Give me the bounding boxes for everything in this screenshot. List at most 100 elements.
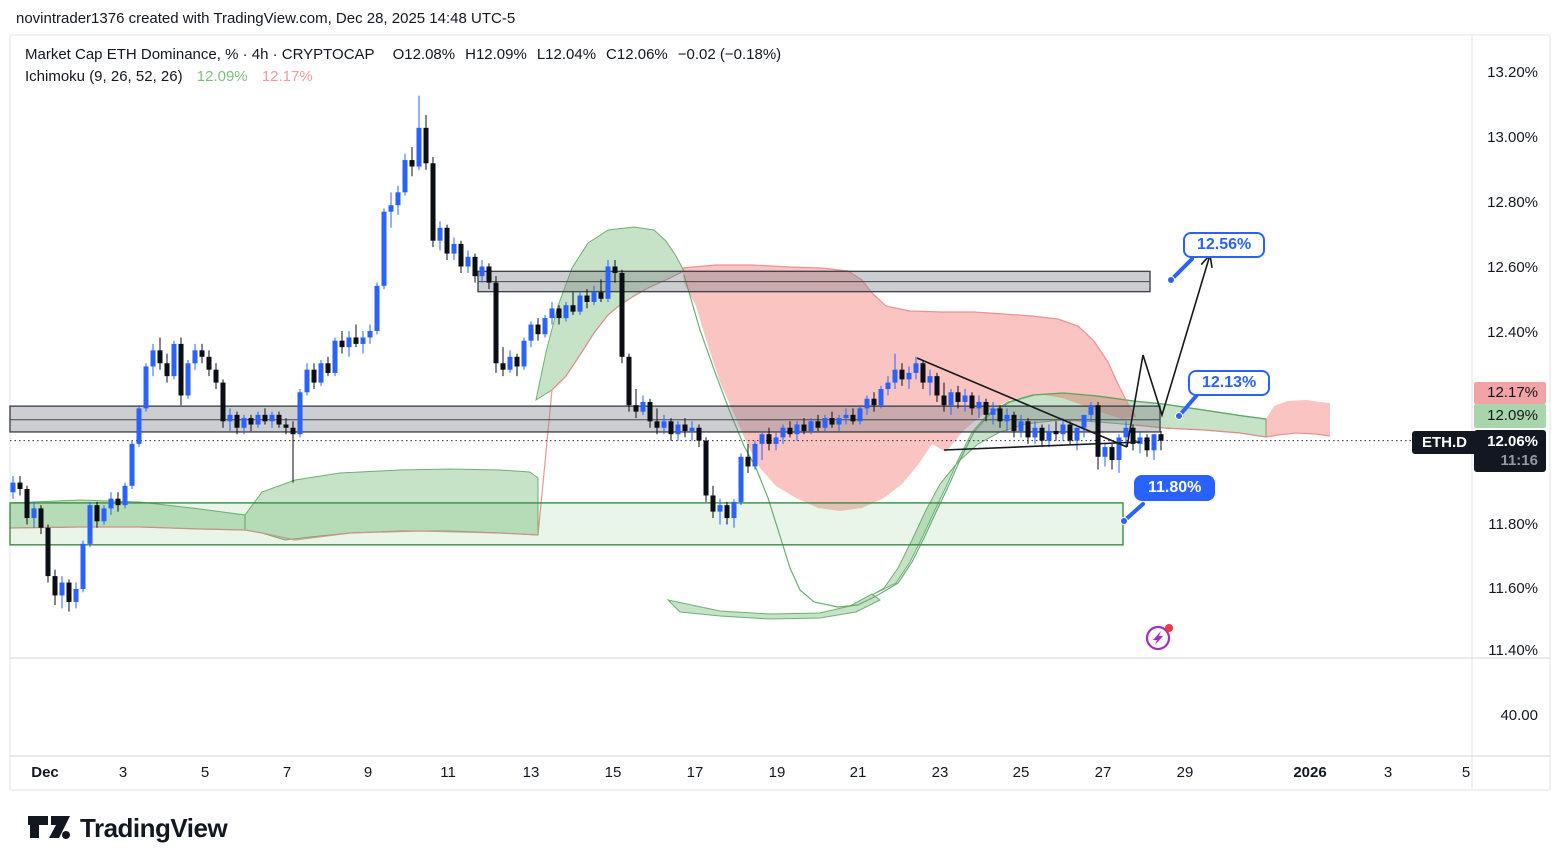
time-axis-label[interactable]: 2026 <box>1293 764 1327 781</box>
projection-path[interactable] <box>1126 254 1211 448</box>
candle-body <box>1004 414 1010 422</box>
candle-body <box>710 495 716 512</box>
time-axis-label[interactable]: 5 <box>200 764 210 781</box>
candle-body <box>1018 421 1024 431</box>
price-axis-label[interactable]: 12.80% <box>1487 194 1538 211</box>
candle-body <box>332 340 338 373</box>
senkou-b-line <box>537 270 685 536</box>
candle-body <box>157 350 163 364</box>
candle-body <box>885 382 891 390</box>
price-callout[interactable]: 12.13% <box>1188 370 1271 396</box>
time-axis-label[interactable]: 15 <box>604 764 622 781</box>
last-price-value: 12.06% <box>1487 433 1538 450</box>
time-axis-label[interactable]: 7 <box>282 764 292 781</box>
candle-body <box>24 489 30 519</box>
snapshot-credit: novintrader1376 created with TradingView… <box>16 10 516 27</box>
ohlc-value: H12.09% <box>465 46 527 63</box>
time-axis-label[interactable]: 17 <box>686 764 704 781</box>
lightning-bolt-icon <box>1153 631 1163 645</box>
price-axis-label[interactable]: 11.80% <box>1488 516 1538 533</box>
trendline[interactable] <box>943 441 1141 451</box>
candle-body <box>164 363 170 377</box>
candle-body <box>458 243 464 267</box>
price-axis-label[interactable]: 11.40% <box>1488 642 1538 659</box>
demand-zone[interactable] <box>9 502 1124 546</box>
candle-body <box>150 350 156 367</box>
time-axis-label[interactable]: 29 <box>1176 764 1194 781</box>
candle-body <box>969 395 975 409</box>
candle-body <box>206 356 212 370</box>
time-axis-label[interactable]: 5 <box>1461 764 1471 781</box>
time-axis-label[interactable]: 3 <box>1383 764 1393 781</box>
legend-symbol-row[interactable]: Market Cap ETH Dominance, % · 4h · CRYPT… <box>25 46 801 63</box>
price-axis-label[interactable]: 13.20% <box>1487 64 1538 81</box>
price-axis-label[interactable]: 40.00 <box>1500 707 1538 724</box>
candle-body <box>948 392 954 406</box>
price-axis-label[interactable]: 12.60% <box>1487 259 1538 276</box>
tradingview-logo[interactable]: TradingView <box>26 812 228 844</box>
candle-body <box>31 508 37 519</box>
candle-body <box>822 418 828 428</box>
price-callout[interactable]: 11.80% <box>1134 475 1216 501</box>
price-callout[interactable]: 12.56% <box>1183 232 1266 258</box>
ohlc-value: L12.04% <box>536 46 597 63</box>
candle-body <box>353 337 359 344</box>
candle-body <box>1067 424 1073 441</box>
time-axis-label[interactable]: 25 <box>1012 764 1030 781</box>
candle-body <box>304 369 310 393</box>
candle-body <box>1151 434 1157 451</box>
legend-indicator-row[interactable]: Ichimoku (9, 26, 52, 26) 12.09% 12.17% <box>25 68 323 85</box>
candle-body <box>1081 414 1087 428</box>
time-axis-label[interactable]: Dec <box>31 764 59 781</box>
last-price-badge: 12.06% 11:16 <box>1474 430 1546 472</box>
ichimoku-cloud-green <box>666 593 881 620</box>
candle-body <box>1116 437 1122 460</box>
candle-body <box>1102 447 1108 457</box>
candle-body <box>122 485 128 506</box>
supply-zone-lower[interactable] <box>9 405 1161 433</box>
candle-body <box>794 424 800 435</box>
time-axis-label[interactable]: 27 <box>1094 764 1112 781</box>
candle-body <box>283 424 289 428</box>
candle-body <box>178 343 184 396</box>
candle-body <box>486 266 492 283</box>
candle-body <box>577 295 583 312</box>
candle-body <box>542 318 548 335</box>
time-axis-label[interactable]: 9 <box>363 764 373 781</box>
candle-body <box>311 369 317 383</box>
candle-body <box>878 389 884 406</box>
candle-body <box>703 440 709 496</box>
candle-body <box>45 527 51 577</box>
candle-body <box>38 508 44 528</box>
callout-anchor-dot[interactable] <box>1175 412 1183 420</box>
trendline[interactable] <box>916 357 1128 448</box>
callout-anchor-dot[interactable] <box>1120 517 1128 525</box>
candle-body <box>136 408 142 444</box>
price-axis-label[interactable]: 13.00% <box>1487 129 1538 146</box>
price-axis-label[interactable]: 11.60% <box>1488 580 1538 597</box>
time-axis-label[interactable]: 23 <box>931 764 949 781</box>
callout-anchor-dot[interactable] <box>1167 276 1175 284</box>
time-axis-label[interactable]: 3 <box>118 764 128 781</box>
candle-body <box>598 292 604 299</box>
candle-body <box>234 414 240 428</box>
symbol-title: Market Cap ETH Dominance, % · 4h · CRYPT… <box>25 46 375 63</box>
price-axis-label[interactable]: 12.40% <box>1487 324 1538 341</box>
time-axis-label[interactable]: 19 <box>768 764 786 781</box>
candle-body <box>297 392 303 435</box>
candle-body <box>17 482 23 490</box>
candle-body <box>101 508 107 522</box>
indicator-price-badge: 12.09% <box>1474 404 1546 428</box>
candle-body <box>675 424 681 435</box>
candle-body <box>73 589 79 602</box>
time-axis-label[interactable]: 13 <box>522 764 540 781</box>
candle-body <box>451 243 457 254</box>
candle-body <box>934 376 940 396</box>
candle-body <box>241 418 247 428</box>
time-axis-label[interactable]: 21 <box>849 764 867 781</box>
candle-body <box>339 340 345 348</box>
senkou-b-line <box>681 264 1137 418</box>
time-axis-label[interactable]: 11 <box>440 764 456 781</box>
candle-body <box>171 343 177 377</box>
